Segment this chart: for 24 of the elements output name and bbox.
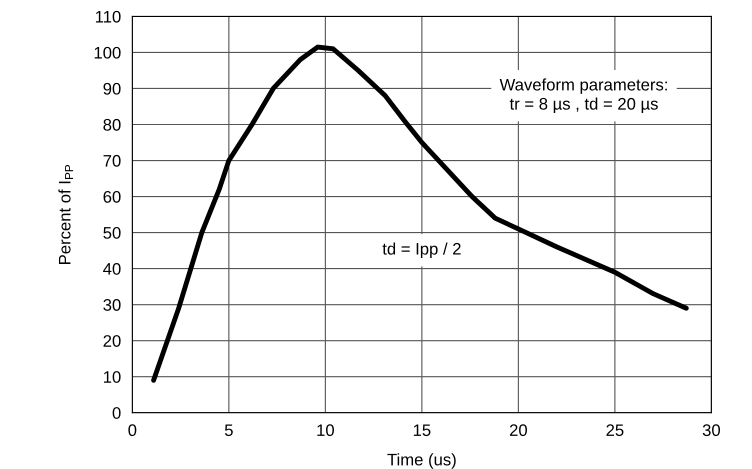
x-tick-label: 0 (128, 424, 136, 436)
x-tick-label: 10 (317, 424, 334, 436)
y-tick-label: 60 (104, 190, 121, 203)
x-tick-label: 20 (510, 424, 527, 436)
y-tick-label: 40 (103, 263, 121, 275)
x-tick-label: 5 (224, 424, 233, 436)
annotation: Waveform parameters: tr = 8 µs , td = 20 µs (500, 78, 667, 114)
x-tick-label: 15 (414, 424, 430, 436)
y-tick-label: 80 (103, 118, 121, 131)
y-tick-label: 10 (104, 371, 121, 383)
y-tick-label: 30 (103, 299, 121, 311)
y-tick-label: 110 (96, 10, 121, 23)
x-tick-label: 25 (606, 424, 624, 436)
y-axis-title: Percent of I$_{PP}$ (58, 164, 74, 264)
y-tick-label: 70 (104, 154, 121, 167)
annotation: td = Ipp / 2 (382, 242, 461, 258)
y-tick-label: 20 (104, 335, 121, 347)
x-axis-title: Time (us) (387, 453, 456, 469)
y-tick-label: 90 (103, 82, 121, 95)
line-series (151, 44, 689, 383)
y-tick-label: 0 (112, 407, 121, 419)
y-tick-label: 100 (94, 46, 121, 59)
y-tick-label: 50 (103, 226, 121, 239)
x-tick-label: 30 (702, 424, 720, 436)
